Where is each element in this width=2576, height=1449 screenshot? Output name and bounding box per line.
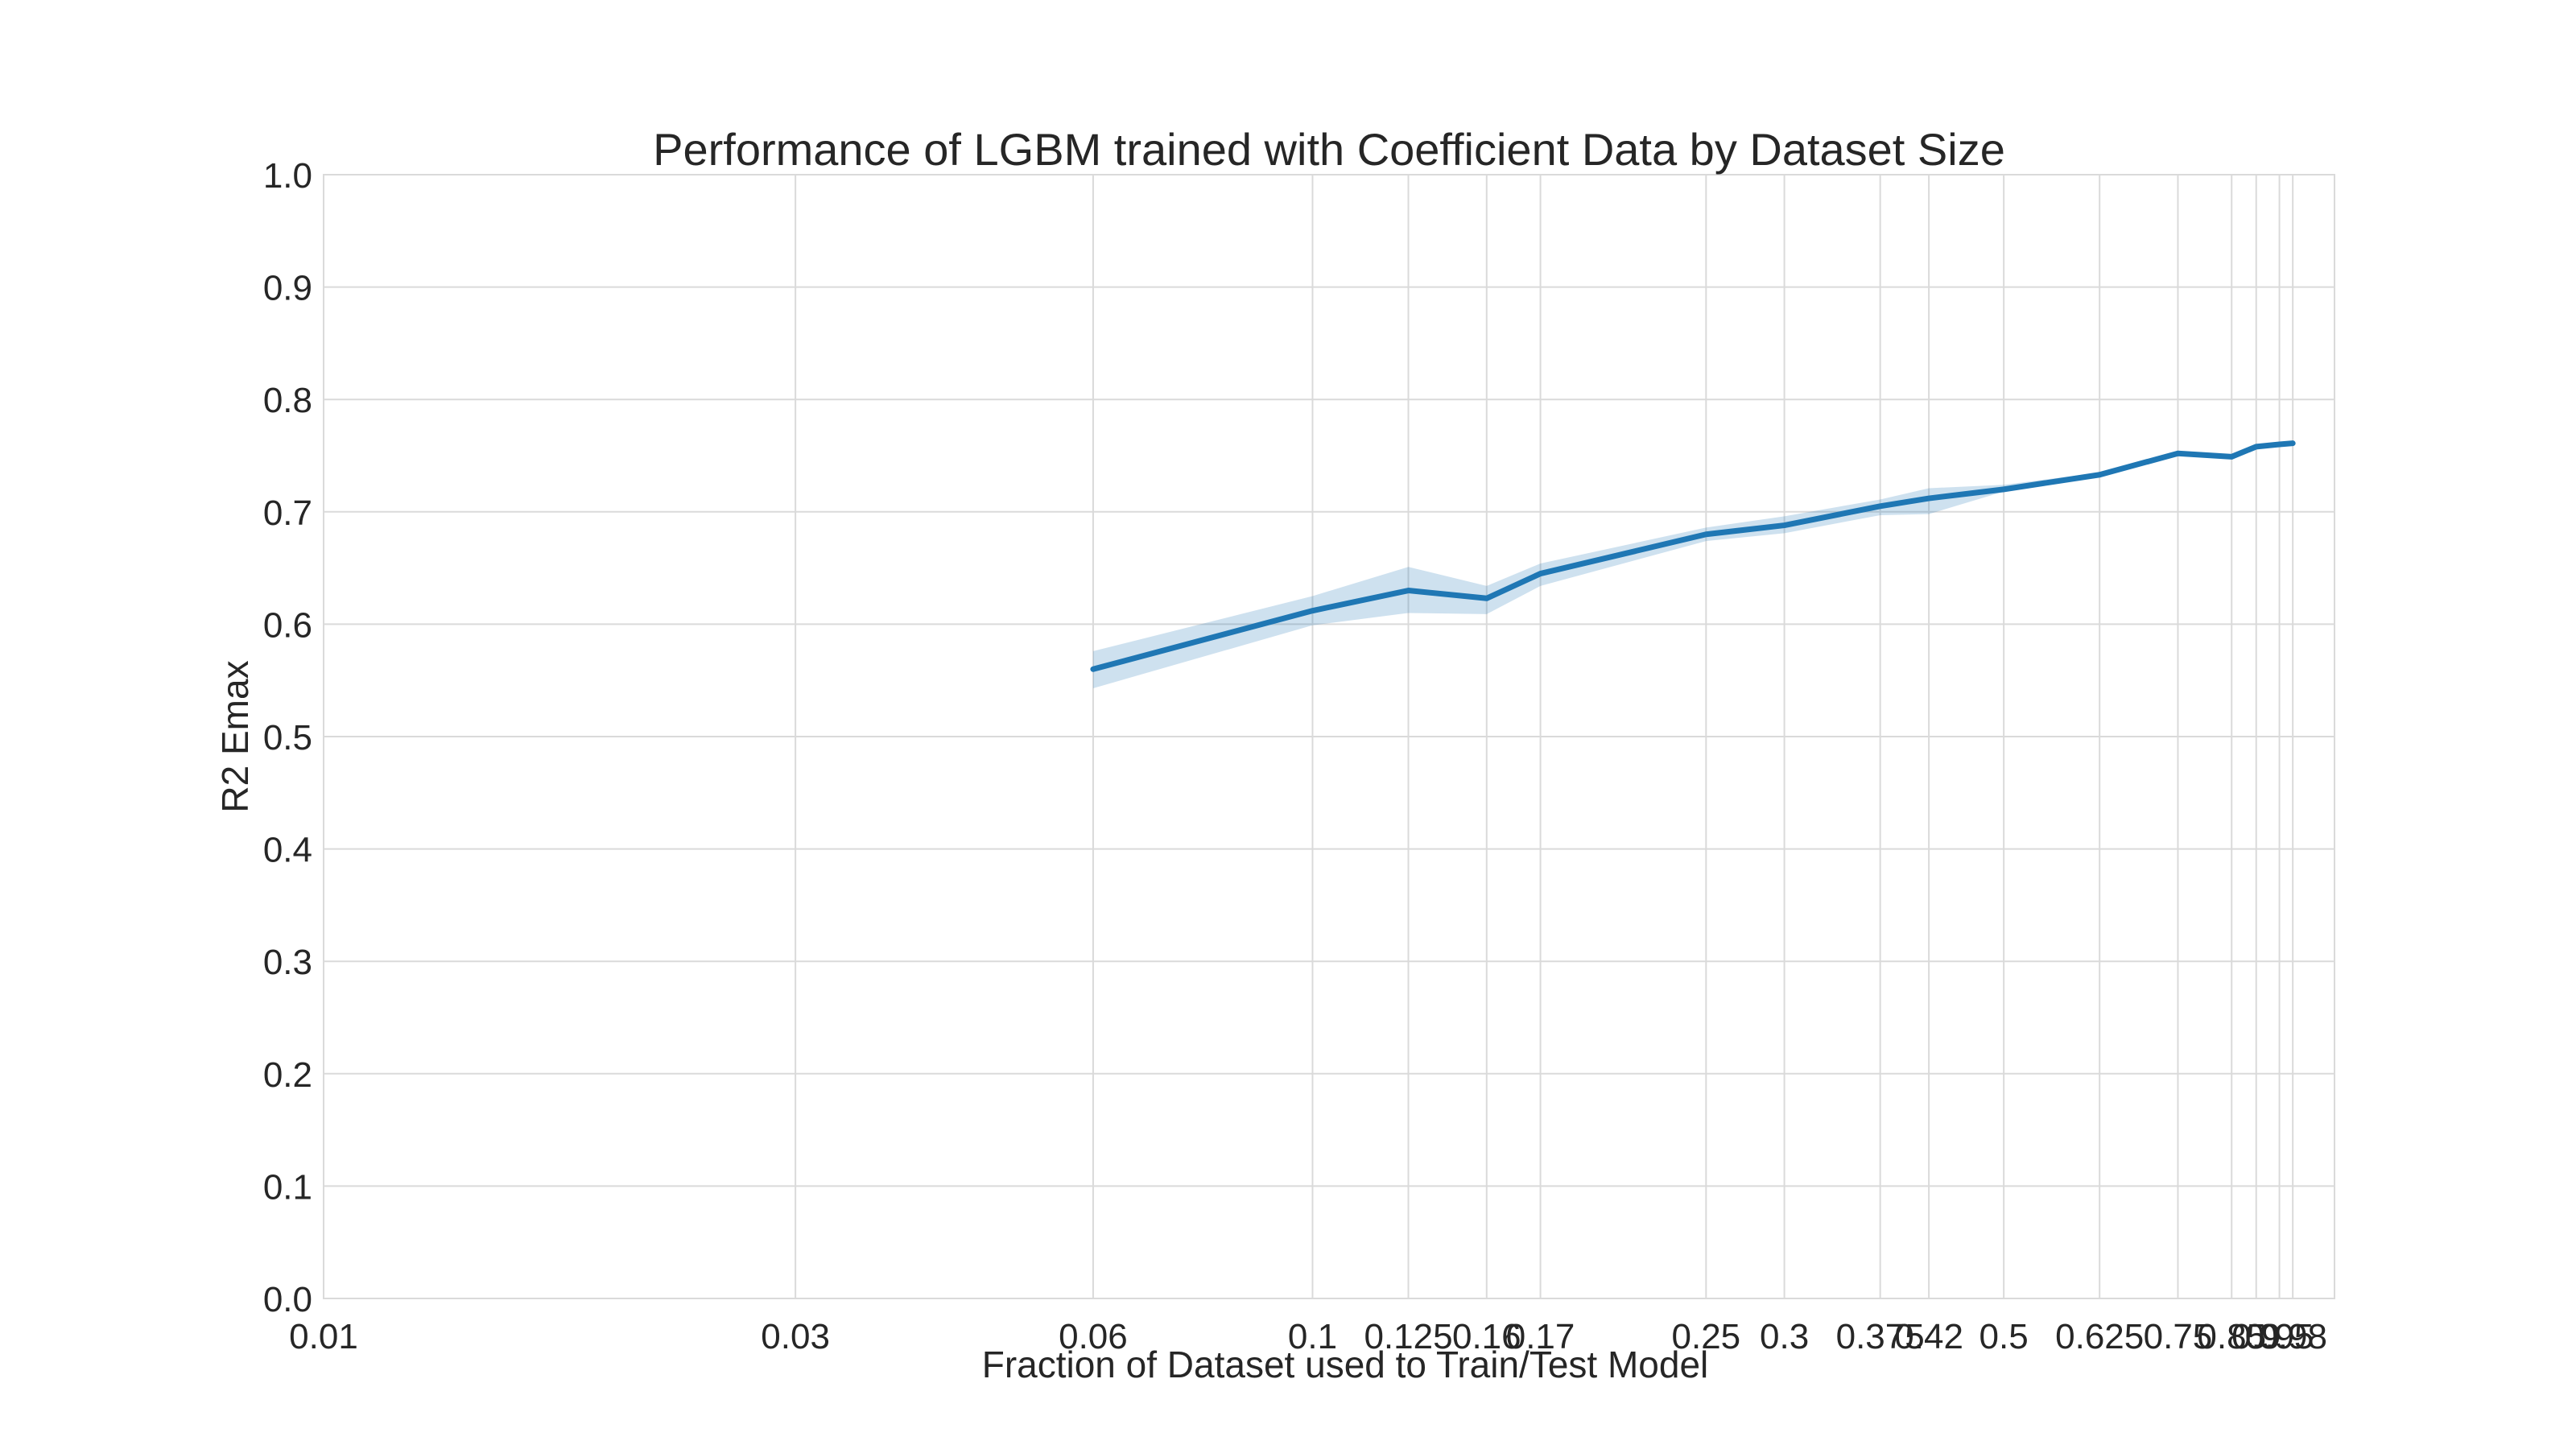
y-tick-label: 0.5 <box>263 718 312 758</box>
series-line-layer <box>1090 440 2296 672</box>
x-tick-label: 0.42 <box>1894 1317 1963 1356</box>
y-axis-label: R2 Emax <box>214 660 256 812</box>
data-point <box>2253 444 2259 449</box>
data-point <box>2290 440 2296 446</box>
x-axis-label: Fraction of Dataset used to Train/Test M… <box>982 1344 1709 1385</box>
y-tick-label: 0.8 <box>263 381 312 420</box>
data-point <box>2097 472 2103 477</box>
y-tick-label: 1.0 <box>263 156 312 196</box>
data-point <box>2277 442 2282 448</box>
plot-frame <box>323 174 2335 1299</box>
x-tick-label: 0.3 <box>1760 1317 1809 1356</box>
y-tick-label: 0.4 <box>263 831 312 870</box>
x-tick-label: 0.375 <box>1836 1317 1925 1356</box>
x-tick-label: 0.625 <box>2055 1317 2144 1356</box>
data-point <box>1484 596 1489 601</box>
y-tick-label: 0.1 <box>263 1167 312 1207</box>
data-point <box>1090 667 1096 672</box>
y-tick-labels: 0.0 0.1 0.2 0.3 0.4 0.5 0.6 0.7 0.8 0.9 1.0 <box>263 156 312 1319</box>
data-point <box>2001 486 2007 492</box>
x-tick-label: 0.06 <box>1059 1317 1128 1356</box>
x-tick-label: 0.03 <box>761 1317 830 1356</box>
y-tick-label: 0.3 <box>263 943 312 982</box>
series-line <box>1090 440 2296 672</box>
confidence-band-layer <box>1092 442 2293 688</box>
data-point <box>1538 571 1543 576</box>
confidence-band <box>1092 442 2293 688</box>
data-point <box>1406 588 1411 593</box>
x-tick-label: 0.17 <box>1506 1317 1575 1356</box>
x-tick-label: 0.125 <box>1364 1317 1452 1356</box>
x-tick-label: 0.01 <box>289 1317 358 1356</box>
data-point <box>1926 496 1932 502</box>
y-tick-label: 0.7 <box>263 493 312 533</box>
x-tick-label: 0.98 <box>2258 1317 2327 1356</box>
x-tick-labels: 0.01 0.03 0.06 0.1 0.125 0.160.17 0.25 0.3 0.375… <box>289 1317 2327 1356</box>
chart-title: Performance of LGBM trained with Coeffic… <box>653 124 2005 175</box>
x-tick-label: 0.9 <box>2231 1317 2281 1356</box>
data-point <box>1310 608 1315 613</box>
data-point <box>2175 451 2181 456</box>
y-tick-label: 0.0 <box>263 1280 312 1319</box>
x-tick-label: 0.25 <box>1672 1317 1741 1356</box>
data-point <box>2229 454 2235 460</box>
x-tick-label: 0.95 <box>2245 1317 2314 1356</box>
grid-layer <box>323 174 2334 1299</box>
x-tick-label: 0.16 <box>1452 1317 1521 1356</box>
data-point <box>1703 531 1709 537</box>
y-tick-label: 0.9 <box>263 269 312 308</box>
x-tick-label: 0.5 <box>1979 1317 2029 1356</box>
x-tick-label: 0.75 <box>2144 1317 2213 1356</box>
x-tick-label: 0.1 <box>1288 1317 1337 1356</box>
data-point <box>1781 522 1787 528</box>
y-tick-label: 0.2 <box>263 1055 312 1095</box>
x-tick-label: 0.85 <box>2197 1317 2266 1356</box>
data-point <box>1877 503 1883 509</box>
y-tick-label: 0.6 <box>263 605 312 645</box>
